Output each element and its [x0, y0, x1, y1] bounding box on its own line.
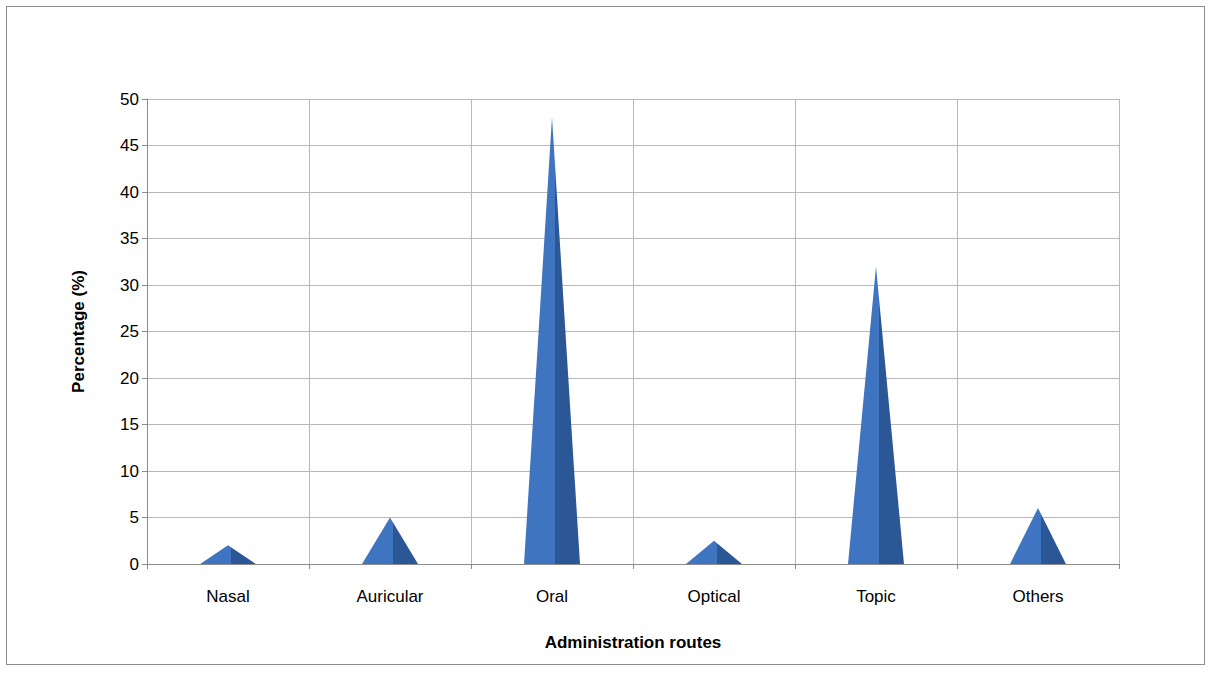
svg-text:0: 0	[130, 555, 139, 574]
svg-text:35: 35	[120, 229, 139, 248]
svg-text:Others: Others	[1012, 587, 1063, 606]
svg-text:45: 45	[120, 136, 139, 155]
svg-text:Topic: Topic	[856, 587, 896, 606]
svg-text:Administration routes: Administration routes	[545, 633, 722, 652]
svg-text:40: 40	[120, 183, 139, 202]
svg-text:25: 25	[120, 322, 139, 341]
svg-text:50: 50	[120, 90, 139, 109]
svg-text:Optical: Optical	[688, 587, 741, 606]
svg-text:Nasal: Nasal	[206, 587, 249, 606]
svg-text:10: 10	[120, 462, 139, 481]
svg-text:Oral: Oral	[536, 587, 568, 606]
svg-text:Percentage (%): Percentage (%)	[69, 270, 88, 393]
svg-text:5: 5	[130, 508, 139, 527]
svg-text:20: 20	[120, 369, 139, 388]
svg-text:30: 30	[120, 276, 139, 295]
svg-text:Auricular: Auricular	[356, 587, 423, 606]
svg-text:15: 15	[120, 415, 139, 434]
